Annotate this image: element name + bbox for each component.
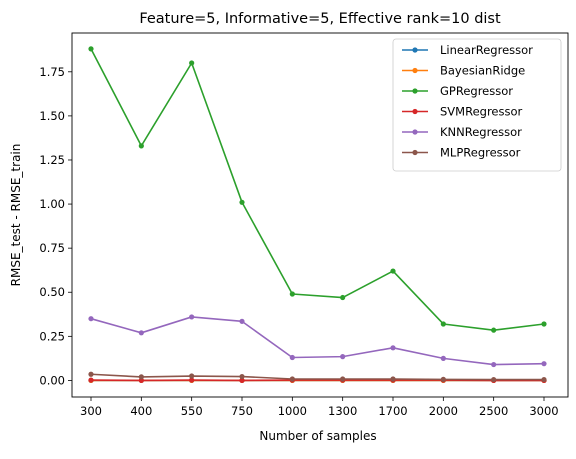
data-point-knnregressor bbox=[189, 314, 194, 319]
y-tick-label: 0.25 bbox=[39, 329, 65, 343]
data-point-mlpregressor bbox=[290, 376, 295, 381]
data-point-gpregressor bbox=[340, 295, 345, 300]
data-point-mlpregressor bbox=[390, 376, 395, 381]
data-point-knnregressor bbox=[88, 316, 93, 321]
data-point-gpregressor bbox=[541, 321, 546, 326]
data-point-svmregressor bbox=[88, 377, 93, 382]
data-point-knnregressor bbox=[491, 362, 496, 367]
data-point-gpregressor bbox=[290, 291, 295, 296]
data-point-mlpregressor bbox=[340, 376, 345, 381]
data-point-gpregressor bbox=[239, 200, 244, 205]
x-tick-label: 3000 bbox=[529, 404, 558, 418]
data-point-mlpregressor bbox=[88, 372, 93, 377]
data-point-knnregressor bbox=[390, 345, 395, 350]
y-tick-label: 1.25 bbox=[39, 153, 65, 167]
data-point-knnregressor bbox=[340, 354, 345, 359]
y-tick-label: 1.00 bbox=[39, 197, 65, 211]
data-point-gpregressor bbox=[189, 60, 194, 65]
legend: LinearRegressor BayesianRidge GPRegressor S… bbox=[393, 39, 561, 171]
x-axis: 300 400 550 750 1000 1300 1700 2000 2500 3000 bbox=[80, 397, 559, 418]
data-point-gpregressor bbox=[491, 328, 496, 333]
y-tick-label: 1.75 bbox=[39, 65, 65, 79]
legend-marker-bayesianridge bbox=[412, 68, 417, 73]
x-tick-label: 1300 bbox=[328, 404, 357, 418]
legend-marker-knnregressor bbox=[412, 129, 417, 134]
legend-marker-gpregressor bbox=[412, 88, 417, 93]
legend-label-knnregressor: KNNRegressor bbox=[440, 125, 522, 139]
x-tick-label: 550 bbox=[181, 404, 203, 418]
legend-marker-mlpregressor bbox=[412, 150, 417, 155]
y-axis: 0.00 0.25 0.50 0.75 1.00 1.25 1.50 1.75 bbox=[39, 65, 72, 388]
chart-title: Feature=5, Informative=5, Effective rank… bbox=[139, 11, 501, 27]
data-point-mlpregressor bbox=[541, 377, 546, 382]
data-point-mlpregressor bbox=[239, 374, 244, 379]
legend-label-gpregressor: GPRegressor bbox=[440, 84, 513, 98]
legend-marker-svmregressor bbox=[412, 109, 417, 114]
data-point-knnregressor bbox=[541, 361, 546, 366]
data-point-knnregressor bbox=[441, 356, 446, 361]
x-tick-label: 2000 bbox=[429, 404, 458, 418]
legend-label-svmregressor: SVMRegressor bbox=[440, 105, 523, 119]
data-point-knnregressor bbox=[290, 355, 295, 360]
data-point-knnregressor bbox=[239, 319, 244, 324]
data-point-knnregressor bbox=[139, 330, 144, 335]
legend-marker-linearregressor bbox=[412, 47, 417, 52]
data-point-mlpregressor bbox=[189, 373, 194, 378]
data-point-gpregressor bbox=[139, 143, 144, 148]
x-tick-label: 400 bbox=[130, 404, 152, 418]
x-tick-label: 300 bbox=[80, 404, 102, 418]
legend-label-bayesianridge: BayesianRidge bbox=[440, 64, 525, 78]
data-point-gpregressor bbox=[88, 46, 93, 51]
x-axis-label: Number of samples bbox=[259, 429, 376, 443]
y-tick-label: 0.50 bbox=[39, 285, 65, 299]
x-tick-label: 750 bbox=[231, 404, 253, 418]
y-tick-label: 0.00 bbox=[39, 373, 65, 387]
data-point-mlpregressor bbox=[491, 377, 496, 382]
y-tick-label: 0.75 bbox=[39, 241, 65, 255]
data-point-gpregressor bbox=[441, 321, 446, 326]
legend-label-linearregressor: LinearRegressor bbox=[440, 43, 533, 57]
y-axis-label: RMSE_test - RMSE_train bbox=[9, 144, 23, 287]
x-tick-label: 2500 bbox=[479, 404, 508, 418]
data-point-mlpregressor bbox=[139, 374, 144, 379]
x-tick-label: 1700 bbox=[378, 404, 407, 418]
y-tick-label: 1.50 bbox=[39, 109, 65, 123]
data-point-gpregressor bbox=[390, 268, 395, 273]
legend-label-mlpregressor: MLPRegressor bbox=[440, 146, 521, 160]
data-point-mlpregressor bbox=[441, 377, 446, 382]
x-tick-label: 1000 bbox=[278, 404, 307, 418]
